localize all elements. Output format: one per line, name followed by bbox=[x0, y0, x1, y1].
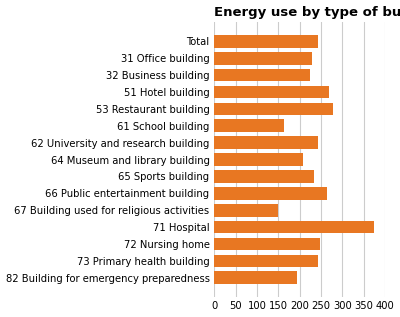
Bar bbox=[214, 204, 278, 217]
Bar bbox=[214, 86, 329, 98]
Bar bbox=[214, 153, 303, 166]
Bar bbox=[214, 102, 333, 115]
Bar bbox=[214, 255, 318, 267]
Bar bbox=[214, 52, 312, 65]
Text: Energy use by type of building, kWh/m². 2011: Energy use by type of building, kWh/m². … bbox=[214, 6, 400, 19]
Bar bbox=[214, 170, 314, 183]
Bar bbox=[214, 136, 318, 149]
Bar bbox=[214, 187, 327, 200]
Bar bbox=[214, 221, 374, 233]
Bar bbox=[214, 35, 318, 48]
Bar bbox=[214, 271, 297, 284]
Bar bbox=[214, 120, 284, 132]
Bar bbox=[214, 69, 310, 81]
Bar bbox=[214, 238, 320, 250]
